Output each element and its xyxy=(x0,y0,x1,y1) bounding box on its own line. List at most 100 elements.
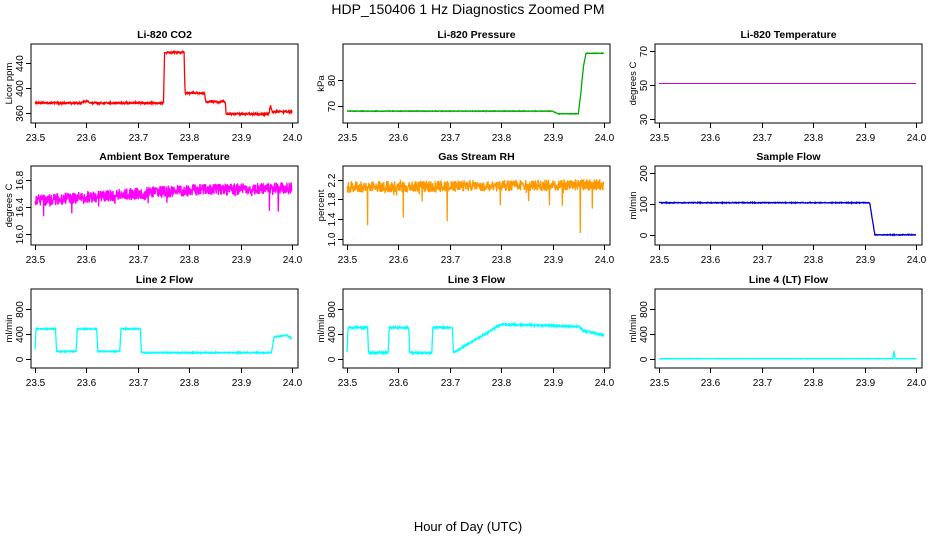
chart-panel: Line 4 (LT) Flow ml/min 23.5 23.6 23.7 23.8 23… xyxy=(628,274,927,389)
y-axis-label: ml/min xyxy=(316,315,327,343)
y-tick-label: 1.0 xyxy=(327,232,338,246)
y-tick-label: 400 xyxy=(15,80,26,97)
series-line xyxy=(346,321,605,357)
y-tick-label: 70 xyxy=(639,46,650,58)
x-tick-label: 23.5 xyxy=(338,378,358,389)
panel-title: Li-820 Pressure xyxy=(437,29,515,41)
y-axis-label: kPa xyxy=(316,75,327,92)
x-tick-label: 23.7 xyxy=(441,133,461,144)
chart-panel: Ambient Box Temperature degrees C 23.5 23.6… xyxy=(4,151,303,266)
panel-title: Li-820 CO2 xyxy=(137,29,192,41)
x-tick-label: 23.6 xyxy=(389,255,409,266)
y-tick-label: 2.2 xyxy=(327,173,338,187)
y-axis-label: ml/min xyxy=(628,315,639,343)
panel-title: Ambient Box Temperature xyxy=(99,151,230,163)
y-tick-label: 50 xyxy=(639,80,650,92)
x-tick-label: 23.9 xyxy=(544,378,564,389)
panel-title: Li-820 Temperature xyxy=(740,29,836,41)
series-line xyxy=(346,178,605,234)
x-tick-label: 23.9 xyxy=(232,133,252,144)
x-tick-label: 23.6 xyxy=(701,378,721,389)
panel-title: Line 3 Flow xyxy=(448,274,506,286)
y-tick-label: 30 xyxy=(639,114,650,126)
plot-frame xyxy=(342,165,611,246)
figure-title: HDP_150406 1 Hz Diagnostics Zoomed PM xyxy=(331,1,604,17)
y-tick-label: 16.4 xyxy=(15,197,26,217)
x-tick-label: 24.0 xyxy=(283,255,303,266)
x-tick-label: 23.8 xyxy=(492,378,512,389)
x-tick-label: 23.5 xyxy=(338,255,358,266)
chart-panel: Li-820 Temperature degrees C 23.5 23.6 23.7 2… xyxy=(628,29,927,144)
x-tick-label: 23.9 xyxy=(856,133,876,144)
chart-panel: Gas Stream RH percent 23.5 23.6 23.7 23.8 23.9… xyxy=(316,151,615,266)
x-tick-label: 23.5 xyxy=(26,378,46,389)
plot-frame xyxy=(30,43,299,124)
x-tick-label: 23.9 xyxy=(232,378,252,389)
x-tick-label: 23.8 xyxy=(180,378,200,389)
x-tick-label: 23.5 xyxy=(26,255,46,266)
x-tick-label: 23.5 xyxy=(26,133,46,144)
series-line xyxy=(658,200,917,237)
y-tick-label: 80 xyxy=(327,75,338,87)
x-tick-label: 23.7 xyxy=(441,255,461,266)
y-tick-label: 400 xyxy=(327,326,338,343)
x-tick-label: 23.7 xyxy=(129,133,149,144)
x-tick-label: 23.5 xyxy=(650,133,670,144)
y-axis-label: Licor ppm xyxy=(4,63,15,105)
panel-title: Gas Stream RH xyxy=(438,151,514,163)
plot-frame xyxy=(654,43,923,124)
y-tick-label: 360 xyxy=(15,105,26,122)
y-tick-label: 1.4 xyxy=(327,212,338,226)
y-tick-label: 70 xyxy=(327,101,338,113)
x-tick-label: 24.0 xyxy=(907,255,927,266)
y-tick-label: 0 xyxy=(327,356,338,362)
series-line xyxy=(34,49,293,118)
x-tick-label: 23.9 xyxy=(544,255,564,266)
x-tick-label: 23.7 xyxy=(753,378,773,389)
plot-frame xyxy=(30,165,299,246)
x-tick-label: 23.9 xyxy=(544,133,564,144)
y-axis-label: ml/min xyxy=(4,315,15,343)
x-tick-label: 23.8 xyxy=(804,255,824,266)
x-tick-label: 23.7 xyxy=(753,255,773,266)
panel-title: Sample Flow xyxy=(756,151,821,163)
x-tick-label: 23.6 xyxy=(389,378,409,389)
y-axis-label: percent xyxy=(316,189,327,221)
chart-panel: Line 2 Flow ml/min 23.5 23.6 23.7 23.8 23.9 24.… xyxy=(4,274,303,389)
x-tick-label: 24.0 xyxy=(283,133,303,144)
y-tick-label: 0 xyxy=(15,356,26,362)
x-axis-title: Hour of Day (UTC) xyxy=(414,519,522,534)
x-tick-label: 24.0 xyxy=(283,378,303,389)
x-tick-label: 23.8 xyxy=(804,133,824,144)
y-tick-label: 800 xyxy=(327,301,338,318)
y-tick-label: 1.8 xyxy=(327,192,338,206)
x-tick-label: 23.7 xyxy=(753,133,773,144)
y-tick-label: 400 xyxy=(639,326,650,343)
plot-frame xyxy=(654,288,923,369)
x-tick-label: 24.0 xyxy=(907,133,927,144)
series-line xyxy=(34,181,293,217)
chart-panel: Line 3 Flow ml/min 23.5 23.6 23.7 23.8 23.9 24.… xyxy=(316,274,615,389)
panel-grid: Li-820 CO2 Licor ppm 23.5 23.6 23.7 23.8 23.9 2… xyxy=(4,29,927,389)
y-axis-label: degrees C xyxy=(4,183,15,227)
x-tick-label: 23.5 xyxy=(650,378,670,389)
x-tick-label: 24.0 xyxy=(595,255,615,266)
y-tick-label: 200 xyxy=(639,165,650,182)
x-tick-label: 23.6 xyxy=(701,255,721,266)
x-tick-label: 23.8 xyxy=(180,133,200,144)
y-tick-label: 800 xyxy=(639,301,650,318)
x-tick-label: 23.8 xyxy=(180,255,200,266)
y-axis-label: degrees C xyxy=(628,61,639,105)
x-tick-label: 24.0 xyxy=(595,133,615,144)
y-tick-label: 400 xyxy=(15,326,26,343)
x-tick-label: 23.5 xyxy=(338,133,358,144)
y-tick-label: 16.0 xyxy=(15,224,26,244)
x-tick-label: 23.8 xyxy=(492,133,512,144)
plot-frame xyxy=(30,288,299,369)
x-tick-label: 23.9 xyxy=(232,255,252,266)
y-tick-label: 100 xyxy=(639,196,650,213)
panel-title: Line 4 (LT) Flow xyxy=(749,274,829,286)
y-tick-label: 800 xyxy=(15,301,26,318)
x-tick-label: 23.8 xyxy=(492,255,512,266)
y-axis-label: ml/min xyxy=(628,192,639,220)
